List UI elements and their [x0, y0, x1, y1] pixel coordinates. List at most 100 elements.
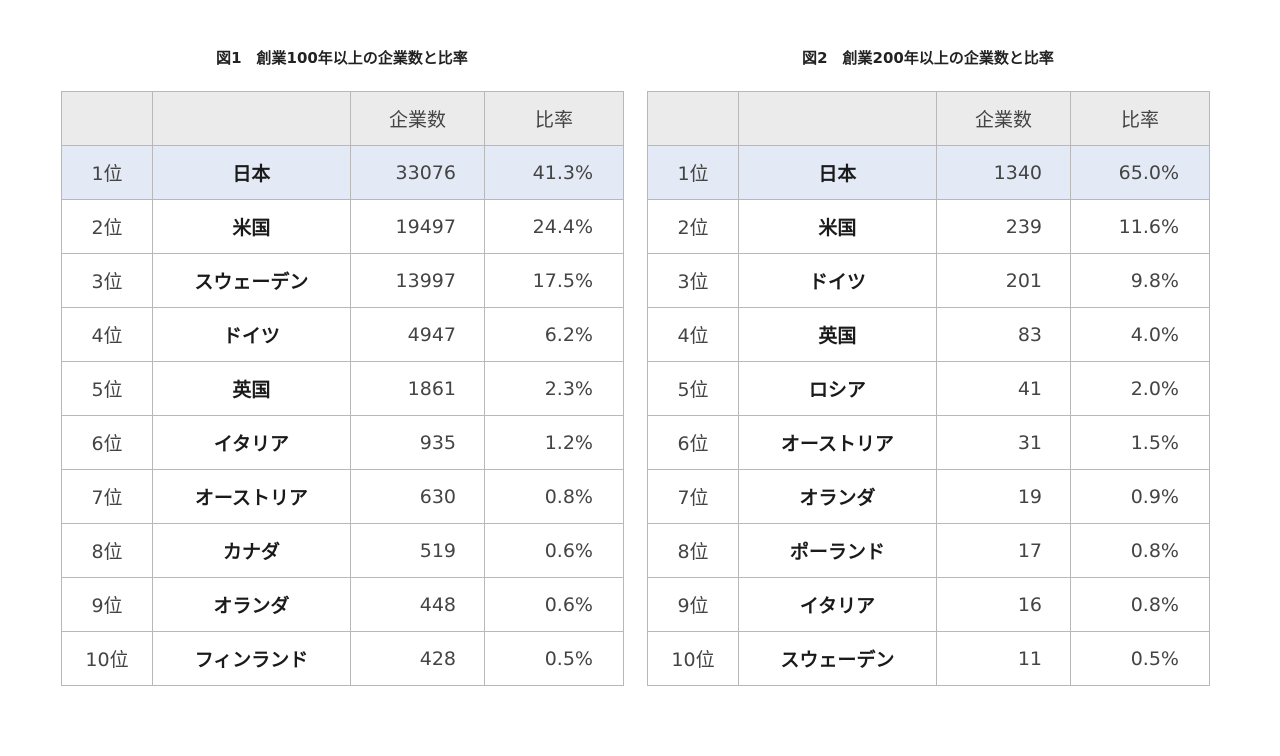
table-header-row: 企業数 比率 — [647, 91, 1210, 146]
ratio-cell: 9.8% — [1070, 253, 1210, 308]
header-cell-country — [738, 91, 937, 146]
ratio-cell: 1.2% — [484, 415, 624, 470]
header-cell-rank — [61, 91, 153, 146]
header-cell-rank — [647, 91, 739, 146]
ratio-cell: 0.6% — [484, 577, 624, 632]
rank-cell: 6位 — [61, 415, 153, 470]
count-cell: 448 — [350, 577, 485, 632]
table-body: 企業数 比率 1位 日本 33076 41.3% 2位 米国 19497 24.4% 3位 スウェーデ… — [61, 91, 624, 686]
rank-cell: 9位 — [647, 577, 739, 632]
count-cell: 239 — [936, 199, 1071, 254]
country-cell: ドイツ — [738, 253, 937, 308]
ratio-cell: 0.5% — [484, 631, 624, 686]
table-row: 2位 米国 239 11.6% — [647, 199, 1210, 254]
rank-cell: 8位 — [61, 523, 153, 578]
table-row: 9位 イタリア 16 0.8% — [647, 577, 1210, 632]
rank-cell: 9位 — [61, 577, 153, 632]
ratio-cell: 11.6% — [1070, 199, 1210, 254]
rank-cell: 10位 — [647, 631, 739, 686]
ratio-cell: 0.5% — [1070, 631, 1210, 686]
header-cell-ratio: 比率 — [484, 91, 624, 146]
rank-cell: 5位 — [647, 361, 739, 416]
ratio-cell: 41.3% — [484, 145, 624, 200]
table-row: 1位 日本 33076 41.3% — [61, 145, 624, 200]
country-cell: イタリア — [738, 577, 937, 632]
table-row: 5位 英国 1861 2.3% — [61, 361, 624, 416]
country-cell: ポーランド — [738, 523, 937, 578]
ratio-cell: 0.9% — [1070, 469, 1210, 524]
count-cell: 17 — [936, 523, 1071, 578]
table-row: 6位 イタリア 935 1.2% — [61, 415, 624, 470]
ratio-cell: 65.0% — [1070, 145, 1210, 200]
count-cell: 428 — [350, 631, 485, 686]
ratio-cell: 4.0% — [1070, 307, 1210, 362]
country-cell: ロシア — [738, 361, 937, 416]
rank-cell: 3位 — [647, 253, 739, 308]
count-cell: 13997 — [350, 253, 485, 308]
rank-cell: 6位 — [647, 415, 739, 470]
rank-cell: 5位 — [61, 361, 153, 416]
country-cell: 米国 — [738, 199, 937, 254]
header-cell-count: 企業数 — [350, 91, 485, 146]
ratio-cell: 0.8% — [1070, 577, 1210, 632]
rank-cell: 7位 — [647, 469, 739, 524]
country-cell: 米国 — [152, 199, 351, 254]
table-row: 5位 ロシア 41 2.0% — [647, 361, 1210, 416]
header-cell-ratio: 比率 — [1070, 91, 1210, 146]
table-row: 6位 オーストリア 31 1.5% — [647, 415, 1210, 470]
table-row: 8位 カナダ 519 0.6% — [61, 523, 624, 578]
table-row: 3位 スウェーデン 13997 17.5% — [61, 253, 624, 308]
country-cell: フィンランド — [152, 631, 351, 686]
country-cell: スウェーデン — [738, 631, 937, 686]
table-row: 2位 米国 19497 24.4% — [61, 199, 624, 254]
ratio-cell: 0.8% — [484, 469, 624, 524]
count-cell: 935 — [350, 415, 485, 470]
rank-cell: 8位 — [647, 523, 739, 578]
count-cell: 33076 — [350, 145, 485, 200]
count-cell: 19497 — [350, 199, 485, 254]
count-cell: 1861 — [350, 361, 485, 416]
count-cell: 41 — [936, 361, 1071, 416]
ranking-table: 企業数 比率 1位 日本 1340 65.0% 2位 米国 239 11.6% 3位 ドイツ 201 9.… — [647, 91, 1210, 686]
count-cell: 19 — [936, 469, 1071, 524]
country-cell: 英国 — [152, 361, 351, 416]
table-row: 10位 フィンランド 428 0.5% — [61, 631, 624, 686]
ratio-cell: 2.3% — [484, 361, 624, 416]
country-cell: スウェーデン — [152, 253, 351, 308]
rank-cell: 2位 — [61, 199, 153, 254]
ratio-cell: 0.8% — [1070, 523, 1210, 578]
table-row: 8位 ポーランド 17 0.8% — [647, 523, 1210, 578]
count-cell: 16 — [936, 577, 1071, 632]
count-cell: 11 — [936, 631, 1071, 686]
country-cell: ドイツ — [152, 307, 351, 362]
count-cell: 201 — [936, 253, 1071, 308]
country-cell: 英国 — [738, 307, 937, 362]
table-row: 7位 オランダ 19 0.9% — [647, 469, 1210, 524]
table-body: 企業数 比率 1位 日本 1340 65.0% 2位 米国 239 11.6% 3位 ドイツ 201 9.… — [647, 91, 1210, 686]
table-row: 4位 英国 83 4.0% — [647, 307, 1210, 362]
count-cell: 630 — [350, 469, 485, 524]
country-cell: 日本 — [152, 145, 351, 200]
ranking-table: 企業数 比率 1位 日本 33076 41.3% 2位 米国 19497 24.4% 3位 スウェーデ… — [61, 91, 624, 686]
ratio-cell: 17.5% — [484, 253, 624, 308]
country-cell: オーストリア — [738, 415, 937, 470]
table-row: 9位 オランダ 448 0.6% — [61, 577, 624, 632]
rank-cell: 3位 — [61, 253, 153, 308]
ratio-cell: 1.5% — [1070, 415, 1210, 470]
ratio-cell: 24.4% — [484, 199, 624, 254]
country-cell: オランダ — [738, 469, 937, 524]
figure-title: 図1 創業100年以上の企業数と比率 — [216, 49, 468, 67]
figure-title: 図2 創業200年以上の企業数と比率 — [802, 49, 1054, 67]
table-header-row: 企業数 比率 — [61, 91, 624, 146]
count-cell: 519 — [350, 523, 485, 578]
rank-cell: 4位 — [647, 307, 739, 362]
table-row: 4位 ドイツ 4947 6.2% — [61, 307, 624, 362]
country-cell: イタリア — [152, 415, 351, 470]
country-cell: カナダ — [152, 523, 351, 578]
count-cell: 4947 — [350, 307, 485, 362]
country-cell: 日本 — [738, 145, 937, 200]
count-cell: 31 — [936, 415, 1071, 470]
table-row: 3位 ドイツ 201 9.8% — [647, 253, 1210, 308]
table-row: 7位 オーストリア 630 0.8% — [61, 469, 624, 524]
header-cell-count: 企業数 — [936, 91, 1071, 146]
